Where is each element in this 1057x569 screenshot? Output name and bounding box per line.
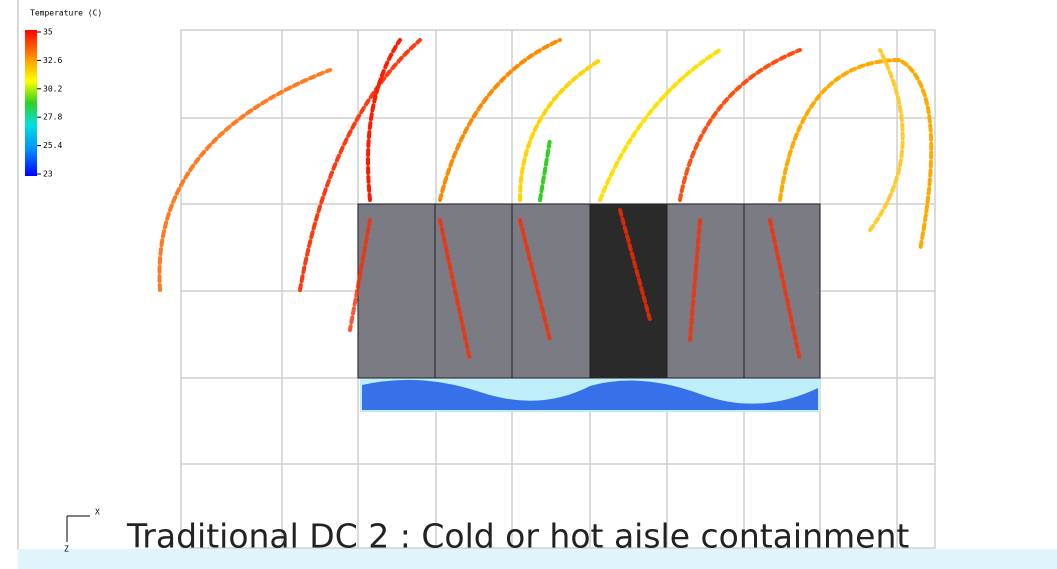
rack — [590, 204, 667, 378]
legend-ticks: 35 32.6 30.2 27.8 25.4 23 — [37, 28, 62, 179]
legend-tick-label: 23 — [43, 170, 53, 179]
legend-tick-label: 35 — [43, 28, 53, 37]
legend-tick-label: 27.8 — [43, 113, 62, 122]
racks — [358, 204, 820, 378]
caption: Traditional DC 2 : Cold or hot aisle con… — [126, 517, 909, 556]
axis-x-label: X — [95, 508, 100, 517]
axis-z-label: Z — [64, 545, 69, 554]
scene: Temperature (C) 35 32.6 30.2 27.8 25.4 23 X Z… — [0, 0, 1057, 569]
rack — [744, 204, 820, 378]
legend-tick-label: 32.6 — [43, 56, 62, 65]
flow-arrows — [159, 70, 330, 290]
flow-arrows — [520, 60, 600, 200]
colorbar — [25, 30, 37, 176]
flow-arrows — [600, 50, 720, 200]
page: Temperature (C) 35 32.6 30.2 27.8 25.4 23 X Z… — [0, 0, 1057, 569]
flow-arrows — [870, 50, 903, 230]
flow-arrows — [540, 140, 550, 200]
legend-tick-label: 30.2 — [43, 84, 62, 93]
rack — [435, 204, 512, 378]
legend-tick-label: 25.4 — [43, 141, 62, 150]
legend-title: Temperature (C) — [30, 9, 102, 18]
rack — [667, 204, 744, 378]
